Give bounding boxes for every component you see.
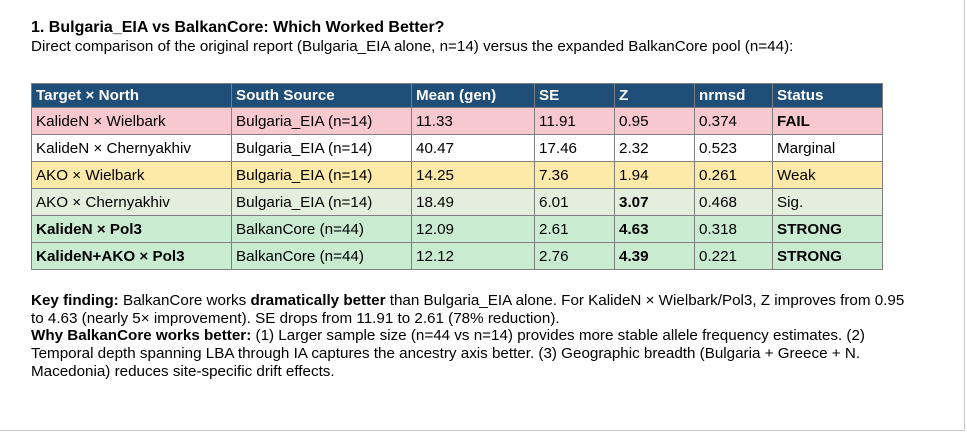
- findings-notes: Key finding: BalkanCore works dramatical…: [31, 292, 911, 381]
- key-finding-emphasis: dramatically better: [250, 292, 386, 309]
- cell-mean: 12.09: [411, 215, 535, 243]
- cell-nrmsd: 0.318: [694, 215, 773, 243]
- col-header-source: South Source: [231, 83, 412, 108]
- cell-nrmsd: 0.468: [694, 188, 773, 216]
- cell-z: 4.63: [614, 215, 695, 243]
- cell-target: KalideN × Chernyakhiv: [31, 134, 232, 162]
- table-row: KalideN × Pol3 BalkanCore (n=44) 12.09 2…: [31, 215, 883, 243]
- cell-se: 2.61: [534, 215, 615, 243]
- why-label: Why BalkanCore works better:: [31, 327, 252, 345]
- cell-se: 6.01: [534, 188, 615, 216]
- cell-source: BalkanCore (n=44): [231, 242, 412, 270]
- cell-target: AKO × Wielbark: [31, 161, 232, 189]
- cell-status: STRONG: [772, 215, 883, 243]
- key-finding-paragraph: Key finding: BalkanCore works dramatical…: [31, 292, 911, 327]
- cell-se: 17.46: [534, 134, 615, 162]
- cell-mean: 14.25: [411, 161, 535, 189]
- cell-status: Weak: [772, 161, 883, 189]
- comparison-table: Target × North South Source Mean (gen) S…: [31, 83, 883, 270]
- why-text: (1) Larger sample size (n=44 vs n=14) pr…: [31, 327, 865, 380]
- key-finding-text-b: than Bulgaria_EIA alone. For KalideN × W…: [31, 292, 905, 327]
- cell-mean: 11.33: [411, 107, 535, 135]
- cell-se: 7.36: [534, 161, 615, 189]
- cell-nrmsd: 0.523: [694, 134, 773, 162]
- cell-mean: 18.49: [411, 188, 535, 216]
- cell-status: Sig.: [772, 188, 883, 216]
- cell-source: Bulgaria_EIA (n=14): [231, 107, 412, 135]
- col-header-z: Z: [614, 83, 695, 108]
- cell-se: 11.91: [534, 107, 615, 135]
- cell-nrmsd: 0.221: [694, 242, 773, 270]
- col-header-target: Target × North: [31, 83, 232, 108]
- cell-target: AKO × Chernyakhiv: [31, 188, 232, 216]
- cell-source: Bulgaria_EIA (n=14): [231, 188, 412, 216]
- cell-status: STRONG: [772, 242, 883, 270]
- cell-nrmsd: 0.374: [694, 107, 773, 135]
- cell-z: 1.94: [614, 161, 695, 189]
- key-finding-label: Key finding:: [31, 292, 119, 309]
- cell-source: Bulgaria_EIA (n=14): [231, 134, 412, 162]
- cell-status: FAIL: [772, 107, 883, 135]
- table-row: KalideN+AKO × Pol3 BalkanCore (n=44) 12.…: [31, 242, 883, 270]
- col-header-se: SE: [534, 83, 615, 108]
- cell-z: 2.32: [614, 134, 695, 162]
- col-header-status: Status: [772, 83, 883, 108]
- cell-z: 4.39: [614, 242, 695, 270]
- table-row: AKO × Chernyakhiv Bulgaria_EIA (n=14) 18…: [31, 188, 883, 216]
- table-row: AKO × Wielbark Bulgaria_EIA (n=14) 14.25…: [31, 161, 883, 189]
- col-header-mean: Mean (gen): [411, 83, 535, 108]
- cell-status: Marginal: [772, 134, 883, 162]
- table-row: KalideN × Wielbark Bulgaria_EIA (n=14) 1…: [31, 107, 883, 135]
- cell-source: BalkanCore (n=44): [231, 215, 412, 243]
- cell-source: Bulgaria_EIA (n=14): [231, 161, 412, 189]
- cell-target: KalideN × Wielbark: [31, 107, 232, 135]
- section-heading: 1. Bulgaria_EIA vs BalkanCore: Which Wor…: [31, 19, 445, 36]
- col-header-nrmsd: nrmsd: [694, 83, 773, 108]
- why-paragraph: Why BalkanCore works better: (1) Larger …: [31, 327, 911, 380]
- cell-mean: 12.12: [411, 242, 535, 270]
- cell-z: 3.07: [614, 188, 695, 216]
- cell-z: 0.95: [614, 107, 695, 135]
- cell-se: 2.76: [534, 242, 615, 270]
- table-header-row: Target × North South Source Mean (gen) S…: [31, 83, 883, 108]
- table-row: KalideN × Chernyakhiv Bulgaria_EIA (n=14…: [31, 134, 883, 162]
- cell-target: KalideN+AKO × Pol3: [31, 242, 232, 270]
- cell-mean: 40.47: [411, 134, 535, 162]
- cell-target: KalideN × Pol3: [31, 215, 232, 243]
- cell-nrmsd: 0.261: [694, 161, 773, 189]
- key-finding-text-a: BalkanCore works: [122, 292, 247, 309]
- comparison-description: Direct comparison of the original report…: [31, 38, 794, 55]
